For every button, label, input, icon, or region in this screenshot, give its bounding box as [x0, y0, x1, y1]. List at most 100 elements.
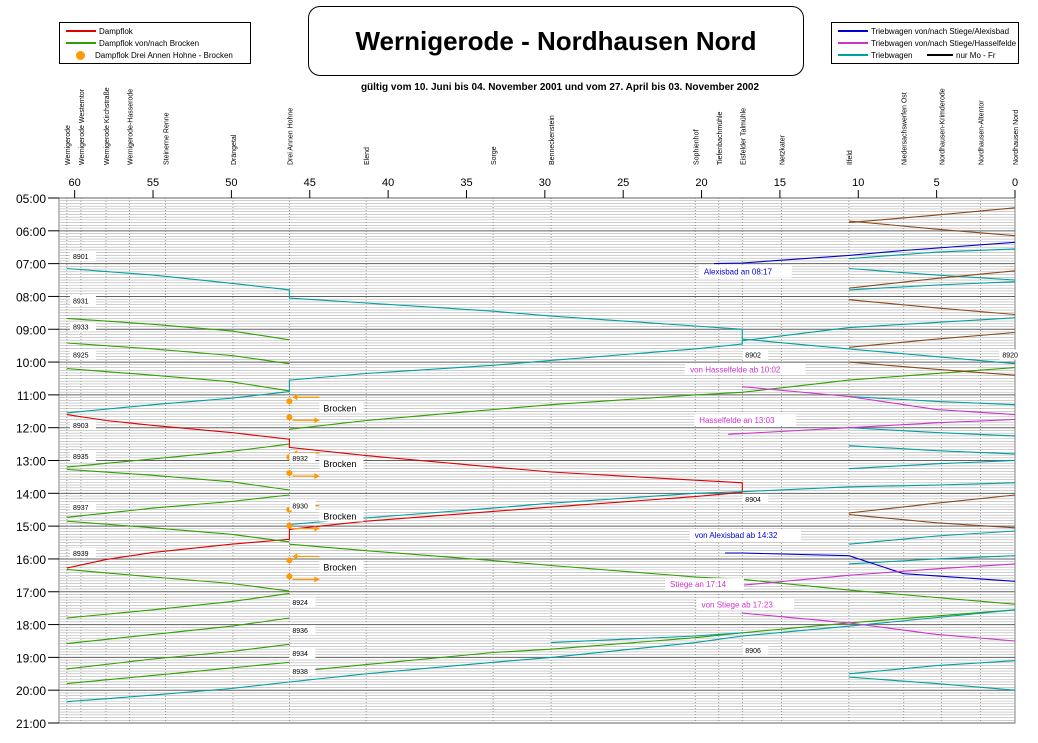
train-path [66, 414, 743, 492]
station-name: Tiefenbachmühle [717, 111, 724, 165]
annotation-label: Alexisbad an 08:17 [704, 267, 773, 276]
train-path [848, 248, 1016, 260]
station-name: Niedersachswerfen Ost [902, 92, 909, 165]
y-tick-label: 14:00 [16, 487, 46, 501]
train-number-label: 8937 [73, 505, 89, 512]
x-tick-label: 5 [934, 177, 940, 189]
x-tick-label: 50 [225, 177, 237, 189]
y-tick-label: 11:00 [17, 389, 46, 403]
station-name: Sorge [491, 146, 498, 165]
train-path [848, 530, 1016, 545]
station-name: Benneckenstein [549, 115, 556, 165]
brocken-label: Brocken [323, 512, 356, 522]
train-path [66, 661, 290, 685]
station-name: Ilfeld [847, 150, 854, 165]
train-path [742, 612, 1016, 642]
train-number-bg [69, 502, 96, 513]
page-title: Wernigerode - Nordhausen Nord [308, 6, 804, 76]
legend-swatch [838, 42, 868, 44]
brocken-label: Brocken [323, 562, 356, 572]
train-number-bg [742, 349, 769, 360]
title-text: Wernigerode - Nordhausen Nord [355, 25, 757, 56]
brocken-label: Brocken [323, 403, 356, 413]
train-path [848, 220, 1016, 237]
legend-right: Triebwagen von/nach Stiege/Alexisbad Tri… [831, 22, 1019, 64]
y-tick-label: 20:00 [16, 684, 46, 698]
brocken-dot [286, 522, 293, 529]
brocken-arrowhead [314, 525, 320, 532]
annotation-bg [689, 528, 801, 541]
annotation-label: von Stiege ab 17:23 [702, 601, 774, 610]
station-layer: Wernigerode Wernigerode Westerntor Wernige… [65, 87, 1020, 723]
train-path [848, 555, 1016, 565]
legend-label: Triebwagen von/nach Stiege/Alexisbad [871, 26, 1010, 36]
y-tick-label: 12:00 [16, 422, 46, 436]
annotation-label: Stiege an 17:14 [670, 580, 727, 589]
train-number-bg [69, 420, 96, 431]
y-tick-label: 17:00 [16, 586, 46, 600]
label-layer: Brocken Brocken Brocken Brocken 8901 8931 8933… [69, 251, 1026, 677]
train-path [848, 494, 1016, 514]
station-name: Nordhausen Nord [1013, 110, 1020, 165]
train-path [848, 459, 1016, 470]
train-path [725, 552, 1016, 582]
axis-layer: 05:00 06:00 07:00 08:00 09:00 10:00 11:00 12:00… [16, 177, 1018, 731]
x-tick-label: 0 [1012, 177, 1018, 189]
train-number-label: 8906 [745, 648, 761, 655]
brocken-label: Brocken [323, 459, 356, 469]
y-tick-label: 07:00 [16, 258, 46, 272]
train-path [848, 660, 1016, 675]
x-tick-label: 20 [695, 177, 707, 189]
train-number-bg [69, 295, 96, 306]
train-path [66, 592, 290, 619]
x-tick-label: 35 [460, 177, 472, 189]
train-number-label: 8920 [1002, 353, 1018, 360]
legend-item-triebwagen-alexisbad: Triebwagen von/nach Stiege/Alexisbad [838, 26, 1009, 36]
grid-layer [58, 197, 1016, 724]
annotation-bg [694, 414, 797, 427]
legend-label: Dampflok Drei Annen Hohne - Brocken [95, 50, 233, 60]
train-number-label: 8932 [292, 456, 308, 463]
train-path [848, 331, 1016, 348]
train-number-bg [289, 625, 316, 636]
train-number-bg [69, 548, 96, 559]
train-number-label: 8903 [73, 423, 89, 430]
train-number-bg [742, 644, 769, 655]
train-number-bg [289, 648, 316, 659]
train-path [848, 445, 1016, 455]
train-number-bg [742, 493, 769, 504]
x-tick-label: 10 [852, 177, 864, 189]
legend-item-dampflok: Dampflok [66, 26, 133, 36]
legend-item-triebwagen: Triebwagen nur Mo - Fr [838, 50, 996, 60]
train-number-label: 8934 [292, 651, 308, 658]
train-path [66, 491, 743, 569]
x-tick-label: 40 [382, 177, 394, 189]
y-tick-label: 19:00 [16, 651, 46, 665]
x-tick-label: 30 [539, 177, 551, 189]
station-name: Wernigerode Kirchstraße [104, 87, 111, 165]
station-name: Steinerne Renne [164, 112, 171, 165]
series-layer [66, 207, 1016, 703]
train-number-bg [999, 349, 1026, 360]
train-path [289, 482, 1016, 526]
train-number-bg [69, 251, 96, 262]
brocken-dot [286, 398, 293, 405]
brocken-dot [286, 470, 293, 477]
legend-swatch [838, 54, 868, 56]
validity-subtitle: gültig vom 10. Juni bis 04. November 200… [360, 82, 760, 93]
train-path [742, 386, 1016, 416]
x-tick-label: 25 [617, 177, 629, 189]
y-tick-label: 15:00 [16, 520, 46, 534]
train-number-label: 8904 [745, 497, 761, 504]
train-number-label: 8930 [292, 503, 308, 510]
station-name: Eisfelder Talmühle [740, 108, 747, 165]
y-tick-label: 16:00 [16, 553, 46, 567]
y-tick-label: 08:00 [16, 290, 46, 304]
annotation-label: Hasselfelde an 13:03 [699, 416, 775, 425]
train-path [714, 241, 1016, 265]
train-number-label: 8935 [73, 454, 89, 461]
legend-label: Dampflok [99, 26, 133, 36]
x-tick-label: 15 [774, 177, 786, 189]
legend-swatch [66, 42, 96, 44]
